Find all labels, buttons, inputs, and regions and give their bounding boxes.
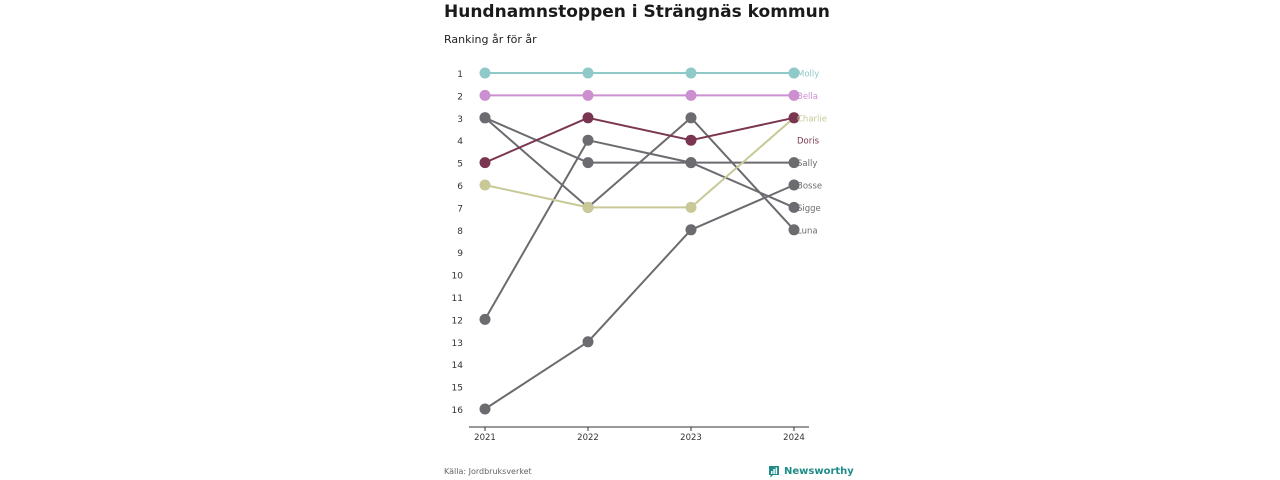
data-point — [685, 224, 697, 236]
data-point — [685, 112, 697, 124]
y-tick-label: 9 — [457, 249, 463, 259]
data-point — [788, 224, 800, 236]
source-note: Källa: Jordbruksverket — [444, 467, 532, 476]
data-point — [582, 89, 594, 101]
series-label: Bosse — [797, 182, 822, 192]
y-tick-label: 3 — [457, 115, 463, 125]
y-tick-label: 8 — [457, 227, 463, 237]
data-point — [582, 157, 594, 169]
data-point — [788, 157, 800, 169]
series-label: Charlie — [797, 114, 827, 124]
y-tick-label: 11 — [452, 294, 463, 304]
series-luna — [479, 112, 800, 236]
x-tick-label: 2021 — [474, 433, 496, 443]
data-point — [479, 89, 491, 101]
series-line — [484, 117, 795, 209]
data-point — [685, 89, 697, 101]
y-tick-label: 2 — [457, 92, 463, 102]
series-line — [484, 139, 794, 320]
data-point — [582, 201, 594, 213]
series-label: Sally — [797, 159, 817, 169]
y-tick-label: 5 — [457, 160, 463, 170]
series-bella — [479, 89, 800, 101]
x-tick-label: 2024 — [783, 433, 805, 443]
series-line — [484, 184, 795, 410]
series-label: Bella — [797, 92, 818, 102]
newsworthy-logo-icon — [769, 466, 779, 478]
series-label: Luna — [797, 226, 818, 236]
y-tick-label: 13 — [452, 339, 463, 349]
data-point — [788, 112, 800, 124]
series-label: Doris — [797, 137, 820, 147]
data-point — [788, 89, 800, 101]
data-point — [582, 336, 594, 348]
series-doris — [479, 112, 800, 169]
brand-label: Newsworthy — [784, 466, 854, 477]
y-tick-label: 12 — [452, 316, 463, 326]
series-line — [484, 116, 795, 164]
y-tick-label: 7 — [457, 204, 463, 214]
data-point — [479, 403, 491, 415]
y-tick-label: 10 — [452, 272, 464, 282]
y-tick-label: 15 — [452, 384, 463, 394]
y-tick-label: 14 — [452, 361, 464, 371]
series-label: Molly — [797, 70, 819, 80]
data-point — [479, 179, 491, 191]
data-point — [685, 157, 697, 169]
y-tick-label: 6 — [457, 182, 463, 192]
x-tick-label: 2023 — [680, 433, 702, 443]
data-point — [479, 313, 491, 325]
brand-logo: Newsworthy — [768, 465, 854, 478]
x-tick-label: 2022 — [577, 433, 599, 443]
series-bosse — [479, 179, 800, 415]
series-molly — [479, 67, 800, 79]
chart-subtitle: Ranking år för år — [444, 33, 537, 46]
y-tick-label: 4 — [457, 137, 463, 147]
data-point — [685, 201, 697, 213]
series-label: Sigge — [797, 204, 821, 214]
data-point — [582, 134, 594, 146]
data-point — [685, 134, 697, 146]
data-point — [788, 67, 800, 79]
data-point — [685, 67, 697, 79]
data-point — [582, 112, 594, 124]
y-tick-label: 16 — [452, 406, 464, 416]
data-point — [479, 112, 491, 124]
data-point — [479, 157, 491, 169]
series-line — [484, 116, 795, 231]
data-point — [788, 201, 800, 213]
data-point — [582, 67, 594, 79]
data-point — [479, 67, 491, 79]
chart-title: Hundnamnstoppen i Strängnäs kommun — [444, 2, 830, 22]
y-tick-label: 1 — [457, 70, 463, 80]
data-point — [788, 179, 800, 191]
